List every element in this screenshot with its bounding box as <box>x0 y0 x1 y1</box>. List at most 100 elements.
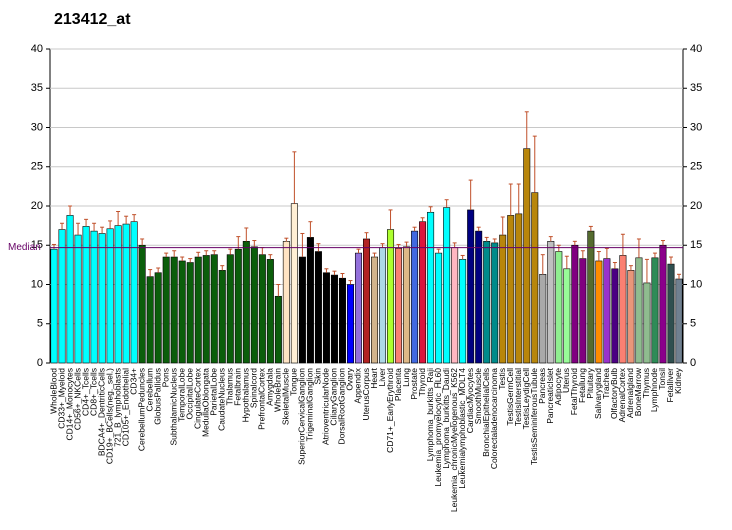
x-tick-label: FetalThyroid <box>569 368 579 416</box>
x-tick-label: CardiacMyocytes <box>465 368 475 433</box>
y2-tick-label: 0 <box>690 357 696 369</box>
bar <box>507 215 515 364</box>
bar <box>154 272 162 364</box>
x-tick-label: AdrenalCortex <box>617 367 627 422</box>
bar <box>266 259 274 364</box>
x-tick-label: OlfactoryBulb <box>609 368 619 419</box>
x-tick-label: MedullaOblongata <box>200 368 210 437</box>
bar <box>298 256 306 364</box>
bar <box>435 252 443 364</box>
y2-tick-label: 40 <box>690 43 702 55</box>
bar <box>250 246 258 364</box>
x-tick-label: SubthalamicNucleus <box>168 368 178 445</box>
x-tick-label: TestisInterstitial <box>513 368 523 426</box>
y-tick-label: 15 <box>31 239 43 251</box>
y-tick-label: 35 <box>31 82 43 94</box>
x-tick-label: BoneMarrow <box>633 367 643 416</box>
x-tick-label: SkeletalMuscle <box>281 368 291 425</box>
x-tick-label: TestisSeminiferousTubule <box>529 368 539 465</box>
x-tick-label: Uterus <box>561 368 571 393</box>
bar <box>354 252 362 364</box>
bar <box>202 255 210 364</box>
bar <box>563 268 571 364</box>
bar <box>314 251 322 364</box>
x-tick-label: Thalamus <box>225 368 235 405</box>
bar <box>659 244 667 364</box>
x-tick-label: DorsalRootGanglion <box>337 368 347 445</box>
y2-tick-label: 25 <box>690 161 702 173</box>
x-tick-label: CD19+_BCells(neg._sel.) <box>104 368 114 464</box>
bar <box>322 272 330 364</box>
x-tick-label: WholeBlood <box>48 368 58 414</box>
bar <box>499 234 507 364</box>
x-tick-label: Adipocyte <box>553 368 563 406</box>
x-tick-label: CD71+_EarlyErythroid <box>385 368 395 453</box>
bar <box>362 238 371 364</box>
y-tick-label: 5 <box>37 318 43 330</box>
x-tick-label: Cerebellum <box>144 368 154 411</box>
x-tick-label: Ovary <box>345 367 355 390</box>
bar <box>571 244 579 364</box>
x-tick-label: Leukemia_chronicMyelogenous_K562 <box>449 368 459 512</box>
x-tick-label: Kidney <box>673 367 683 394</box>
x-tick-label: TrigeminalGanglion <box>305 368 315 442</box>
x-tick-label: Tongue <box>289 368 299 396</box>
bar <box>611 268 619 364</box>
x-tick-label: Adrenalgland <box>625 368 635 418</box>
bar <box>515 213 523 364</box>
x-tick-label: UterusCorpus <box>361 368 371 420</box>
x-tick-label: 721_B_lymphoblasts <box>112 368 122 447</box>
x-tick-label: TemporalLobe <box>176 368 186 422</box>
x-tick-label: TestisGermCell <box>505 368 515 426</box>
x-tick-label: Fetalliver <box>665 368 675 403</box>
x-tick-label: Appendix <box>353 367 363 403</box>
x-tick-label: Thymus <box>641 368 651 398</box>
x-tick-label: Fetalbrain <box>233 368 243 406</box>
x-tick-label: WholeBrain <box>273 368 283 412</box>
x-tick-label: Skin <box>313 368 323 385</box>
x-tick-label: Lymphoma_burkitts_Daudi <box>441 368 451 469</box>
x-tick-label: CerebellumPeduncles <box>136 368 146 451</box>
bar <box>459 259 467 364</box>
x-tick-label: Spinalcord <box>249 368 259 408</box>
x-tick-label: Pancreas <box>537 368 547 404</box>
x-tick-label: Prostate <box>409 368 419 400</box>
x-tick-label: AtrioventricularNode <box>321 368 331 445</box>
bar <box>90 230 98 364</box>
bar <box>403 246 411 364</box>
bar <box>603 258 611 364</box>
bar <box>475 230 483 364</box>
bar <box>483 241 491 364</box>
bar <box>627 270 635 364</box>
x-tick-label: Leukemia_promyelocytic_HL60 <box>433 368 443 487</box>
x-tick-label: OccipitalLobe <box>184 368 194 420</box>
bar <box>491 242 499 364</box>
x-tick-label: CD14+_Monocytes <box>64 368 74 441</box>
x-tick-label: CaudateNucleus <box>217 368 227 431</box>
x-tick-label: Trachea <box>601 368 611 399</box>
bar <box>66 215 74 364</box>
x-tick-label: CiliaryGanglion <box>329 368 339 426</box>
x-tick-label: CingulateCortex <box>192 367 202 429</box>
x-tick-label: Lymphnode <box>649 368 659 412</box>
x-tick-label: Testis <box>497 368 507 390</box>
x-tick-label: Lung <box>401 368 411 387</box>
bar <box>667 263 675 364</box>
x-tick-label: GlobusPallidus <box>152 368 162 425</box>
x-tick-label: CD8+_Tcells <box>88 368 98 416</box>
x-tick-label: CD105+_Endothelial <box>120 368 130 446</box>
bar <box>419 221 427 364</box>
bar <box>427 211 435 364</box>
bar <box>146 276 154 364</box>
y2-tick-label: 35 <box>690 82 702 94</box>
bar <box>371 256 379 364</box>
y-tick-label: 20 <box>31 200 43 212</box>
bar <box>234 248 242 364</box>
bar <box>226 254 234 364</box>
x-tick-label: Tonsil <box>657 368 667 390</box>
x-tick-label: CD33+_Myeloid <box>56 368 66 429</box>
bar <box>50 248 58 364</box>
bar <box>258 254 266 364</box>
bar <box>58 229 66 364</box>
